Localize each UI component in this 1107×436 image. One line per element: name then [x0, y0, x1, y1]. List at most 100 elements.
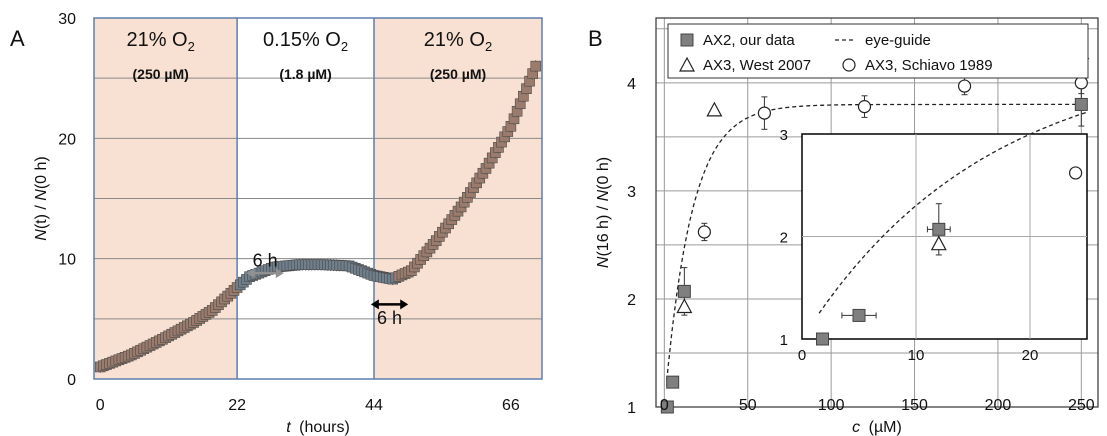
- inset-y-tick-label: 3: [780, 127, 788, 144]
- y-tick-label: 20: [58, 131, 76, 148]
- annotation-arrowhead-left: [370, 299, 379, 310]
- y-tick-label: 1: [627, 400, 636, 417]
- data-point-circle: [1074, 76, 1088, 90]
- x-tick-label: 150: [901, 397, 928, 414]
- y-tick-label: 30: [58, 11, 76, 28]
- annotation-arrowhead-left: [246, 268, 255, 279]
- panel-b-y-axis-label-n2: N: [595, 189, 612, 201]
- y-tick-label: 4: [627, 76, 636, 93]
- phase-concentration-label: (250 µM): [430, 66, 486, 82]
- panel-b-y-axis-label-mid: (16 h) /: [595, 201, 612, 256]
- x-tick-label: 44: [365, 397, 383, 414]
- panel-b-y-axis-label: N(16 h) / N(0 h): [595, 157, 612, 268]
- panel-b-x-axis-label: c (µM): [852, 419, 902, 436]
- legend-marker-circle: [842, 58, 856, 72]
- panel-b-x-axis-label-var: c: [852, 419, 860, 436]
- legend-marker-triangle: [678, 56, 696, 72]
- panel-a-x-axis-label-var: t: [286, 419, 291, 436]
- phase-o2-subscript: 2: [188, 39, 195, 54]
- panel-a-phase-labels: 21% O2(250 µM)0.15% O2(1.8 µM)21% O2(250…: [126, 29, 492, 82]
- panel-a-y-axis-label: N(t) / N(0 h): [33, 156, 50, 240]
- inset-x-tick-label: 20: [1022, 347, 1039, 364]
- panel-b-eye-guide-curve: [666, 103, 1084, 380]
- legend-marker-square: [680, 33, 694, 47]
- x-tick-label: 66: [502, 397, 520, 414]
- panel-b-x-axis-label-unit: (µM): [869, 419, 902, 436]
- y-tick-label: 10: [58, 252, 76, 269]
- inset-x-tick-label: 10: [908, 347, 925, 364]
- legend-label-triangle: AX3, West 2007: [703, 57, 811, 74]
- legend-items: AX2, our data eye-guide AX3, West 2007 A…: [678, 32, 993, 74]
- phase-o2-text: 21% O: [126, 29, 187, 51]
- data-point-triangle: [706, 101, 723, 117]
- phase-concentration-label: (1.8 µM): [279, 66, 331, 82]
- panel-b-y-axis-label-n1: N: [595, 256, 612, 268]
- panel-a-y-axis-label-n1: N: [33, 229, 50, 241]
- panel-a-x-axis-label: t (hours): [286, 419, 350, 436]
- phase-o2-subscript: 2: [485, 39, 492, 54]
- panel-a-y-axis-label-mid: (t) /: [33, 201, 50, 229]
- x-tick-label: 50: [739, 397, 757, 414]
- y-tick-label: 0: [67, 372, 76, 389]
- inset-data-point-circle: [1068, 166, 1083, 180]
- legend-label-circle: AX3, Schiavo 1989: [865, 57, 993, 74]
- data-point-triangle: [676, 298, 693, 314]
- phase-o2-text: 0.15% O: [263, 29, 341, 51]
- legend-label-dash: eye-guide: [865, 32, 931, 49]
- panel-a-annotations: 6 h 6 h: [246, 250, 409, 328]
- inset-data-point-triangle: [930, 235, 947, 251]
- panel-label-a: A: [10, 26, 25, 51]
- data-point-square: [666, 375, 680, 389]
- panel-a-y-axis-label-n2: N: [33, 189, 50, 201]
- data-point-square: [660, 400, 674, 414]
- x-tick-label: 200: [985, 397, 1012, 414]
- data-point-square: [677, 284, 691, 298]
- inset-data-points: [816, 166, 1083, 346]
- data-point-circle: [857, 100, 872, 114]
- phase-o2-label: 21% O2: [126, 29, 194, 54]
- panel-a-plot-frame: [93, 17, 543, 380]
- phase-o2-text: 21% O: [424, 29, 485, 51]
- legend-box: [667, 23, 1089, 79]
- phase-o2-subscript: 2: [341, 39, 348, 54]
- phase-o2-label: 21% O2: [424, 29, 492, 54]
- phase-concentration-label: (250 µM): [133, 66, 189, 82]
- panel-b-inset: 0 10 20 1 2 3: [780, 111, 1088, 364]
- panel-a-x-axis-label-unit: (hours): [299, 419, 350, 436]
- x-tick-label: 0: [96, 397, 105, 414]
- data-point-circle: [957, 79, 972, 93]
- y-tick-label: 2: [627, 292, 636, 309]
- panel-a-y-axis-label-end: (0 h): [33, 156, 50, 189]
- inset-y-tick-label: 1: [780, 332, 788, 349]
- data-point-square: [530, 60, 542, 72]
- data-point-square: [1074, 97, 1088, 111]
- y-tick-label: 3: [627, 184, 636, 201]
- inset-y-tick-label: 2: [780, 230, 788, 247]
- inset-eye-guide-curve: [818, 111, 1088, 314]
- panel-b-plot-frame: [655, 17, 1099, 408]
- data-point-circle: [757, 106, 772, 120]
- x-tick-label: 22: [228, 397, 246, 414]
- inset-data-point-square: [852, 308, 866, 322]
- inset-x-tick-label: 0: [798, 347, 806, 364]
- panel-label-b: B: [588, 26, 603, 51]
- inset-data-point-square: [932, 222, 946, 236]
- x-tick-label: 0: [660, 397, 669, 414]
- panel-a-data-points: [94, 60, 542, 373]
- phase-o2-label: 0.15% O2: [263, 29, 348, 54]
- inset-gridlines: [802, 134, 1087, 339]
- panel-b-y-axis-label-end: (0 h): [595, 157, 612, 190]
- inset-data-point-square: [816, 332, 830, 346]
- panel-b-legend: AX2, our data eye-guide AX3, West 2007 A…: [667, 23, 1089, 79]
- data-point-circle: [697, 225, 711, 239]
- annotation-label: 6 h: [253, 250, 278, 270]
- x-tick-label: 100: [818, 397, 845, 414]
- inset-tick-labels: 0 10 20 1 2 3: [780, 127, 1039, 364]
- legend-label-square: AX2, our data: [703, 32, 795, 49]
- annotation-arrowhead-right: [275, 268, 284, 279]
- annotation-arrowhead-right: [400, 299, 409, 310]
- x-tick-label: 250: [1068, 397, 1095, 414]
